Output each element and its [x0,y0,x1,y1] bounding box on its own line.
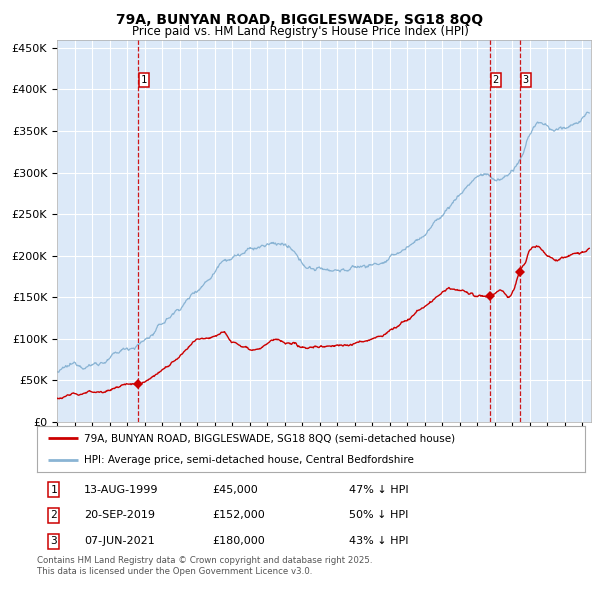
Text: 43% ↓ HPI: 43% ↓ HPI [349,536,409,546]
Text: 07-JUN-2021: 07-JUN-2021 [84,536,155,546]
Text: £152,000: £152,000 [212,510,265,520]
Text: HPI: Average price, semi-detached house, Central Bedfordshire: HPI: Average price, semi-detached house,… [84,454,413,464]
Text: 1: 1 [140,75,147,85]
Text: Contains HM Land Registry data © Crown copyright and database right 2025.
This d: Contains HM Land Registry data © Crown c… [37,556,373,576]
Text: 1: 1 [50,485,57,495]
Text: 47% ↓ HPI: 47% ↓ HPI [349,485,409,495]
Text: 13-AUG-1999: 13-AUG-1999 [84,485,158,495]
Text: 79A, BUNYAN ROAD, BIGGLESWADE, SG18 8QQ (semi-detached house): 79A, BUNYAN ROAD, BIGGLESWADE, SG18 8QQ … [84,434,455,444]
Text: 3: 3 [50,536,57,546]
Text: Price paid vs. HM Land Registry's House Price Index (HPI): Price paid vs. HM Land Registry's House … [131,25,469,38]
Text: 79A, BUNYAN ROAD, BIGGLESWADE, SG18 8QQ: 79A, BUNYAN ROAD, BIGGLESWADE, SG18 8QQ [116,13,484,27]
Text: £180,000: £180,000 [212,536,265,546]
Text: 2: 2 [493,75,499,85]
Text: 3: 3 [523,75,529,85]
Text: 50% ↓ HPI: 50% ↓ HPI [349,510,409,520]
Text: 20-SEP-2019: 20-SEP-2019 [84,510,155,520]
Text: 2: 2 [50,510,57,520]
Text: £45,000: £45,000 [212,485,258,495]
